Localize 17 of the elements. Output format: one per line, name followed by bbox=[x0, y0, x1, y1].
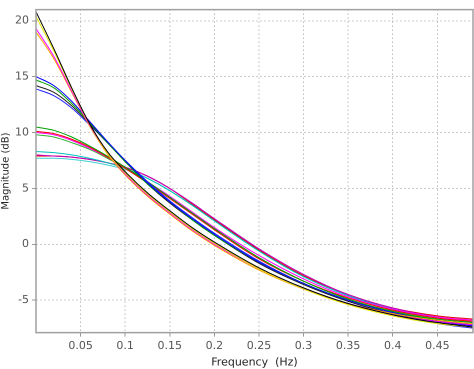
x-tick-label: 0.15 bbox=[158, 339, 182, 352]
y-tick-label: 15 bbox=[14, 70, 29, 83]
x-tick-label: 0.35 bbox=[336, 339, 360, 352]
x-tick-label: 0.4 bbox=[384, 339, 402, 352]
x-tick-label: 0.25 bbox=[246, 339, 272, 352]
y-tick-label: 0 bbox=[22, 237, 29, 250]
y-tick-label: -5 bbox=[18, 293, 29, 306]
y-tick-label: 20 bbox=[14, 14, 29, 27]
x-tick-label: 0.3 bbox=[294, 339, 312, 352]
y-tick-label: 5 bbox=[22, 181, 29, 194]
x-axis-title: Frequency (Hz) bbox=[211, 355, 298, 368]
x-tick-label: 0.1 bbox=[116, 339, 134, 352]
x-tick-label: 0.45 bbox=[425, 339, 450, 352]
y-axis-title: Magnitude (dB) bbox=[0, 132, 12, 210]
x-tick-label: 0.2 bbox=[206, 339, 224, 352]
x-tick-label: 0.05 bbox=[68, 339, 93, 352]
y-tick-label: 10 bbox=[14, 125, 29, 138]
